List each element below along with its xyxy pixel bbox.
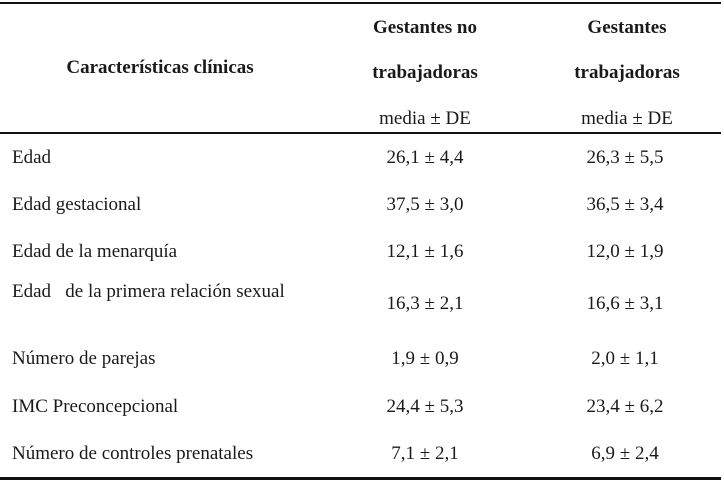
row-label: IMC Preconcepcional	[12, 396, 179, 417]
row-label: Edad de la menarquía	[12, 241, 178, 262]
bottom-rule	[0, 477, 721, 480]
row-value-col2: 23,4 ± 6,2	[586, 396, 664, 417]
row-value-col1: 37,5 ± 3,0	[386, 194, 464, 215]
header-col1-unit: media ± DE	[379, 108, 471, 129]
row-value-col1: 16,3 ± 2,1	[386, 293, 464, 314]
row-value-col1: 24,4 ± 5,3	[386, 396, 464, 417]
header-characteristics: Características clínicas	[66, 57, 254, 78]
header-working-pregnant: Gestantes trabajadoras	[530, 18, 724, 83]
row-label: Edad de la primera relación sexual	[12, 281, 285, 302]
row-value-col1: 1,9 ± 0,9	[391, 348, 459, 369]
row-value-col2: 2,0 ± 1,1	[591, 348, 659, 369]
row-value-col2: 12,0 ± 1,9	[586, 241, 664, 262]
row-value-col2: 26,3 ± 5,5	[586, 147, 664, 168]
row-value-col1: 12,1 ± 1,6	[386, 241, 464, 262]
header-non-working-pregnant: Gestantes no trabajadoras	[330, 18, 520, 83]
row-value-col2: 36,5 ± 3,4	[586, 194, 664, 215]
row-label: Número de controles prenatales	[12, 443, 254, 464]
row-value-col1: 26,1 ± 4,4	[386, 147, 464, 168]
header-col1-line1: Gestantes no	[373, 17, 477, 38]
top-rule	[0, 2, 721, 4]
header-col1-line2: trabajadoras	[372, 62, 478, 83]
row-value-col2: 16,6 ± 3,1	[586, 293, 664, 314]
row-label: Edad gestacional	[12, 194, 142, 215]
row-value-col2: 6,9 ± 2,4	[591, 443, 659, 464]
row-label: Número de parejas	[12, 348, 156, 369]
row-label: Edad	[12, 147, 52, 168]
header-col2-unit: media ± DE	[581, 108, 673, 129]
row-value-col1: 7,1 ± 2,1	[391, 443, 459, 464]
header-col2-line2: trabajadoras	[574, 62, 680, 83]
header-col2-line1: Gestantes	[587, 17, 667, 38]
header-rule	[0, 132, 721, 134]
